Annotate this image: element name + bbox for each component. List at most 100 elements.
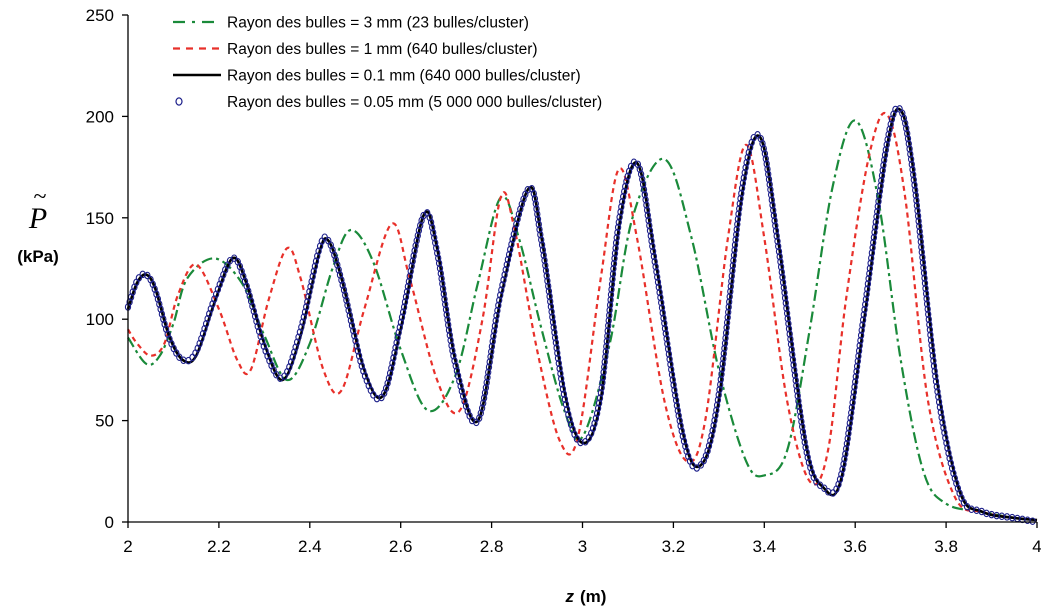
series-4-point <box>841 455 848 463</box>
series-4-point <box>730 251 738 260</box>
series-4-point <box>511 225 519 234</box>
series-4-point <box>497 291 504 299</box>
series-4-point <box>799 422 806 431</box>
series-4-point <box>439 285 447 293</box>
series-4-point <box>196 339 203 348</box>
series-4-point <box>848 403 856 412</box>
series-4-point <box>407 267 414 276</box>
series-4-point <box>504 255 512 264</box>
series-4-point <box>352 337 359 345</box>
series-4-point <box>900 114 908 123</box>
series-4-point <box>858 326 865 335</box>
y-tick-label: 250 <box>86 6 114 25</box>
series-4-point <box>411 247 418 255</box>
series-4-point <box>887 120 894 129</box>
series-4-point <box>502 266 509 274</box>
series-4-point <box>705 442 713 450</box>
series-4-point <box>382 384 390 393</box>
series-4-point <box>736 205 743 213</box>
series-4-point <box>611 254 618 263</box>
series-4-point <box>801 438 808 446</box>
series-4-point <box>738 184 746 192</box>
series-4-point <box>551 333 559 342</box>
series-4-point <box>417 221 424 230</box>
series-4-point <box>916 227 923 236</box>
series-4-point <box>708 432 715 440</box>
series-4-point <box>532 200 539 208</box>
series-4-point <box>855 352 862 360</box>
series-4-point <box>928 341 935 350</box>
series-4-point <box>549 313 556 321</box>
series-4-point <box>623 177 630 186</box>
series-4-point <box>805 458 813 467</box>
series-4-point <box>905 140 912 148</box>
series-4-point <box>870 233 878 242</box>
series-4-point <box>624 172 631 181</box>
series-4-point <box>925 315 932 324</box>
series-4-point <box>156 300 163 308</box>
series-4-point <box>548 308 555 316</box>
series-4-point <box>613 234 620 242</box>
series-4-point <box>906 145 913 153</box>
series-4-point <box>310 267 317 276</box>
series-4-point <box>883 140 890 149</box>
series-4-point <box>769 201 776 209</box>
series-4-point <box>617 208 624 216</box>
series-4-point <box>449 346 456 355</box>
series-4-point <box>604 327 611 335</box>
series-4-point <box>161 320 168 328</box>
series-1-line <box>127 119 1038 522</box>
series-4-point <box>410 252 417 260</box>
series-4-point <box>433 244 440 252</box>
series-4-point <box>846 419 853 427</box>
series-4-point <box>582 438 589 446</box>
series-4-point <box>595 399 603 407</box>
series-4-point <box>872 218 879 226</box>
series-4-point <box>775 247 783 256</box>
series-4-point <box>253 317 260 326</box>
x-tick-label: 3.6 <box>843 537 867 556</box>
ticks: 2 2.2 2.4 2.6 2.8 3 3.2 3.4 3.6 3.8 4 0 50 100 150 200 2… <box>86 6 1041 556</box>
series-4-point <box>556 364 563 373</box>
series-4-point <box>924 305 931 313</box>
series-4-point <box>201 325 208 333</box>
series-4-point <box>942 434 949 442</box>
series-4-point <box>517 205 524 213</box>
series-4-point <box>542 266 550 275</box>
series-4-point <box>939 418 946 427</box>
series-4-point <box>779 273 786 281</box>
x-tick-label: 4 <box>1032 537 1041 556</box>
series-4-point <box>207 305 214 313</box>
series-4-point <box>668 365 675 374</box>
series-4-point <box>447 336 454 345</box>
series-4-point <box>658 304 666 312</box>
series-4-point <box>760 144 767 153</box>
series-4-point <box>927 331 934 339</box>
series-4-point <box>771 216 778 225</box>
series-4-point <box>296 328 304 336</box>
series-4-point <box>782 299 789 307</box>
series-4-point <box>835 480 842 489</box>
series-4-point <box>339 281 346 289</box>
series-4-point <box>788 345 795 354</box>
series-4-point <box>307 282 314 291</box>
series-4-point <box>918 248 925 256</box>
series-4-point <box>293 338 301 346</box>
series-4-point <box>673 401 681 410</box>
series-4-point <box>733 225 740 234</box>
series-4-point <box>306 287 313 296</box>
y-tick-label: 200 <box>86 107 114 126</box>
series-4-point <box>875 197 882 206</box>
series-4-point <box>338 276 345 284</box>
series-4-point <box>797 412 804 421</box>
series-4-point <box>547 297 554 306</box>
series-4-point <box>717 380 724 389</box>
series-4-point <box>440 290 447 298</box>
series-4-point <box>671 386 678 394</box>
series-4-point <box>921 279 929 287</box>
series-4-point <box>718 365 726 373</box>
series-4-point <box>291 348 298 356</box>
axes <box>127 15 1037 523</box>
series-4-point <box>430 228 437 237</box>
series-4-point <box>772 227 780 235</box>
